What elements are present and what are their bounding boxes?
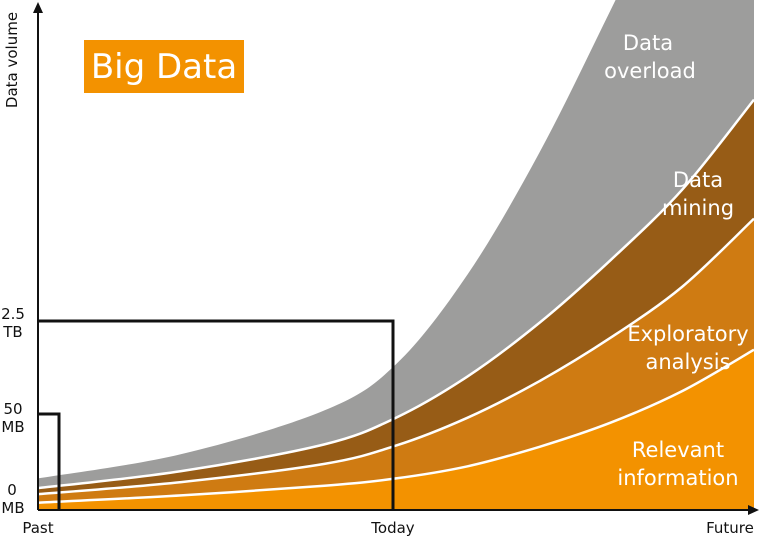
area-band-relevant-information xyxy=(38,349,754,510)
band-label-exploratory-1: Exploratory xyxy=(627,322,748,346)
band-label-exploratory-2: analysis xyxy=(645,350,730,374)
band-divider-relevant-information xyxy=(37,348,755,504)
x-tick-label-future: Future xyxy=(706,519,754,537)
y-tick-label-0mb: 0 xyxy=(7,481,17,499)
chart-title: Big Data xyxy=(91,47,237,87)
band-divider-data-mining xyxy=(37,98,755,490)
reference-marker-today-2-5tb xyxy=(38,319,395,510)
title-badge xyxy=(84,40,244,93)
y-axis-arrow xyxy=(33,2,43,13)
x-tick-label-today: Today xyxy=(370,519,415,537)
y-tick-label-2-5tb: 2.5 xyxy=(1,305,25,323)
area-band-exploratory-analysis xyxy=(38,218,754,503)
band-dividers xyxy=(37,98,755,504)
reference-marker-past-50mb xyxy=(38,412,61,510)
area-band-data-mining xyxy=(38,99,754,495)
y-tick-label-50mb: 50 xyxy=(3,400,22,418)
band-label-data-overload-1: Data xyxy=(623,31,673,55)
band-label-relevant-1: Relevant xyxy=(632,438,724,462)
band-label-relevant-2: information xyxy=(617,466,738,490)
x-axis-arrow xyxy=(748,505,759,515)
x-tick-label-past: Past xyxy=(22,519,53,537)
y-tick-label-50mb-unit: MB xyxy=(1,418,24,436)
band-label-data-mining-2: mining xyxy=(662,196,734,220)
reference-markers xyxy=(38,319,395,510)
y-axis-title: Data volume xyxy=(3,12,21,108)
area-band-data-overload xyxy=(38,0,754,489)
y-tick-label-0mb-unit: MB xyxy=(1,499,24,517)
band-label-data-overload-2: overload xyxy=(604,59,696,83)
area-bands xyxy=(38,0,754,510)
band-divider-exploratory-analysis xyxy=(37,217,755,496)
y-tick-label-2-5tb-unit: TB xyxy=(2,323,22,341)
band-label-data-mining-1: Data xyxy=(673,168,723,192)
